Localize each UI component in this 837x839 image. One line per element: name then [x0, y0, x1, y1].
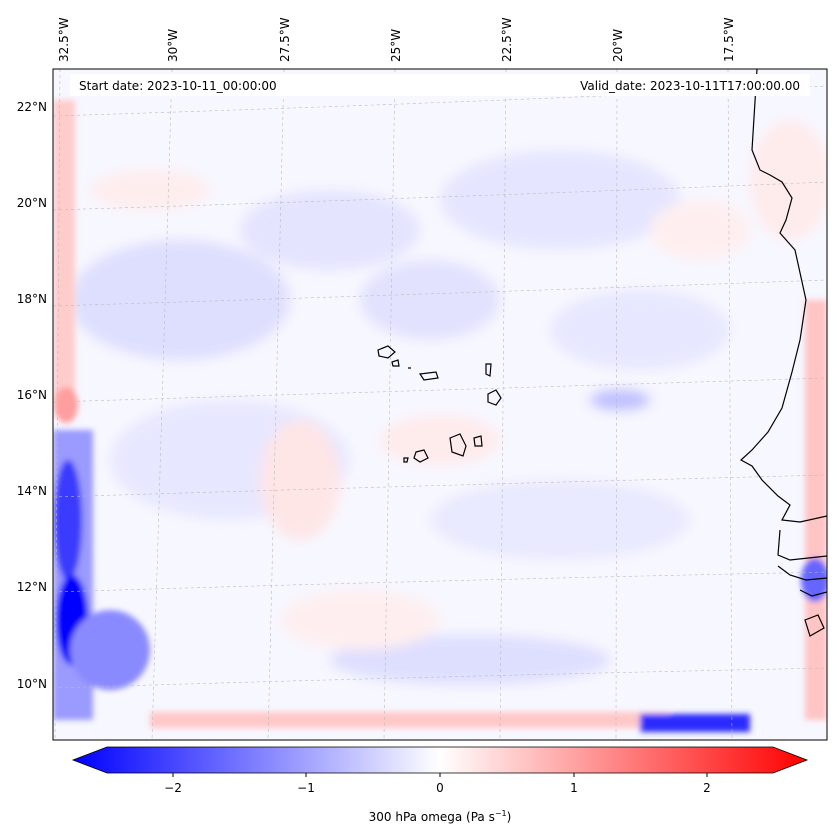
lat-label: 10°N [17, 677, 47, 691]
lon-label: 17.5°W [722, 17, 736, 62]
colorbar-tick-label: −2 [164, 781, 182, 795]
lon-label: 30°W [166, 29, 180, 62]
start-date-label: Start date: 2023-10-11_00:00:00 [79, 79, 277, 93]
lon-label: 25°W [389, 29, 403, 62]
colorbar-label: 300 hPa omega (Pa s−1) [369, 809, 512, 824]
graticule [53, 69, 827, 740]
lat-label: 18°N [17, 292, 47, 306]
lon-label: 20°W [611, 29, 625, 62]
colorbar-tick-label: 0 [436, 781, 444, 795]
lon-label: 27.5°W [278, 17, 292, 62]
colorbar: −2 −1 0 1 2 300 hPa omega (Pa s−1) [71, 746, 809, 824]
lon-label: 32.5°W [57, 17, 71, 62]
lat-label: 22°N [17, 100, 47, 114]
lon-label: 22.5°W [500, 17, 514, 62]
colorbar-tick-label: 1 [570, 781, 578, 795]
longitude-labels: 32.5°W 30°W 27.5°W 25°W 22.5°W 20°W 17.5… [57, 17, 736, 62]
lat-label: 20°N [17, 196, 47, 210]
colorbar-tick-label: 2 [703, 781, 711, 795]
coastlines [377, 69, 827, 637]
lat-label: 12°N [17, 580, 47, 594]
map-frame [52, 68, 828, 741]
lat-label: 14°N [17, 484, 47, 498]
valid-date-label: Valid_date: 2023-10-11T17:00:00.00 [580, 79, 800, 93]
omega-field [53, 69, 827, 740]
latitude-labels: 22°N 20°N 18°N 16°N 14°N 12°N 10°N [17, 100, 47, 691]
colorbar-tick-label: −1 [297, 781, 315, 795]
colorbar-bar [71, 746, 809, 774]
lat-label: 16°N [17, 388, 47, 402]
date-header-bg [70, 74, 810, 96]
